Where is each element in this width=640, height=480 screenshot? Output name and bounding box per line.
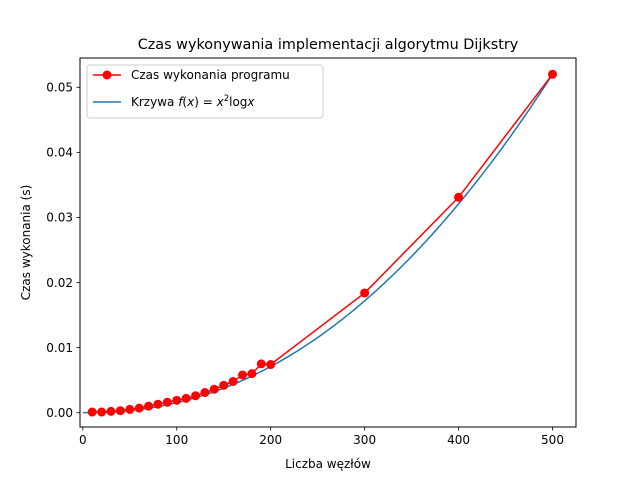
- plot-area: [82, 69, 558, 417]
- y-tick-label: 0.05: [46, 81, 73, 95]
- plot-frame: [79, 57, 577, 428]
- series-program-point: [256, 359, 266, 369]
- legend-box: [86, 64, 324, 119]
- series-program-point: [162, 397, 172, 407]
- series-program-point: [125, 404, 135, 414]
- series-program-point: [191, 391, 201, 401]
- x-tick-label: 200: [259, 433, 282, 447]
- x-tick-label: 0: [79, 433, 87, 447]
- series-program-point: [144, 401, 154, 411]
- y-axis: 0.00 0.01 0.02 0.03 0.04 0.05: [46, 81, 80, 420]
- y-tick-label: 0.02: [46, 276, 73, 290]
- series-program-point: [153, 399, 163, 409]
- chart-title: Czas wykonywania implementacji algorytmu…: [138, 37, 519, 53]
- y-tick-label: 0.03: [46, 211, 73, 225]
- series-program-point: [115, 406, 125, 416]
- series-program-point: [209, 384, 219, 394]
- legend-label-program: Czas wykonania programu: [131, 68, 290, 82]
- x-tick-label: 500: [541, 433, 564, 447]
- y-tick-label: 0.01: [46, 341, 73, 355]
- series-program-point: [87, 407, 97, 417]
- x-axis: 0 100 200 300 400 500: [79, 427, 564, 447]
- series-program-point: [181, 393, 191, 403]
- y-tick-label: 0.04: [46, 146, 73, 160]
- series-program-point: [548, 69, 558, 79]
- series-program-point: [247, 369, 257, 379]
- series-program-point: [172, 395, 182, 405]
- legend-label-curve: Krzywa f(x) = x2logx: [131, 94, 255, 109]
- legend: Czas wykonania programu Krzywa f(x) = x2…: [86, 64, 324, 119]
- legend-marker-program: [102, 70, 112, 80]
- series-program-point: [134, 403, 144, 413]
- series-program-point: [219, 380, 229, 390]
- series-program-point: [238, 370, 248, 380]
- x-tick-label: 400: [447, 433, 470, 447]
- y-tick-label: 0.00: [46, 406, 73, 420]
- x-tick-label: 300: [353, 433, 376, 447]
- series-program-point: [200, 388, 210, 398]
- y-axis-label: Czas wykonania (s): [19, 185, 33, 301]
- series-program-point: [97, 407, 107, 417]
- series-program-point: [106, 406, 116, 416]
- series-program-point: [360, 288, 370, 298]
- x-tick-label: 100: [165, 433, 188, 447]
- x-axis-label: Liczba węzłów: [285, 457, 371, 471]
- series-program-point: [266, 360, 276, 370]
- series-program-point: [228, 376, 238, 386]
- series-program-point: [454, 192, 464, 202]
